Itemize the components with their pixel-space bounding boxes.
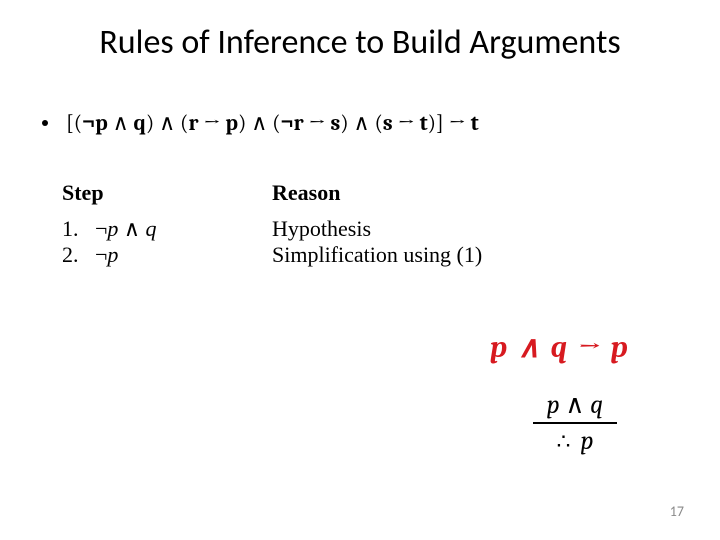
t2: t: [471, 110, 479, 136]
lbracket: [(: [66, 110, 82, 136]
neg2: ¬: [281, 110, 294, 136]
inference-conclusion: ∴ p: [500, 426, 650, 456]
red-arrow: →: [569, 330, 611, 365]
proof-header-row: Step Reason: [62, 180, 572, 216]
step-p: p: [107, 242, 118, 267]
reason-cell: Simplification using (1): [272, 242, 572, 268]
step-neg: ¬: [95, 216, 107, 241]
arrow1: →: [198, 110, 225, 136]
slide-title: Rules of Inference to Build Arguments: [0, 22, 720, 63]
reason-header: Reason: [272, 180, 572, 206]
inference-rule: p ∧ q ∴ p: [500, 390, 650, 456]
arrow3: →: [393, 110, 420, 136]
therefore-icon: ∴: [556, 429, 570, 455]
proof-table: Step Reason 1. ¬p ∧ q Hypothesis 2. ¬p S…: [62, 180, 572, 268]
inf-top-and: ∧: [560, 390, 590, 420]
red-p2: p: [611, 330, 630, 365]
proof-row: 1. ¬p ∧ q Hypothesis: [62, 216, 572, 242]
s2: s: [383, 110, 393, 136]
close4: )] →: [428, 110, 471, 136]
step-header: Step: [62, 180, 272, 206]
p1: p: [95, 110, 108, 136]
r1: r: [188, 110, 198, 136]
reason-cell: Hypothesis: [272, 216, 572, 242]
simplification-rule-red: p ∧ q → p: [440, 330, 680, 365]
close2: ) ∧ (: [238, 110, 281, 136]
r2: r: [294, 110, 304, 136]
s1: s: [331, 110, 341, 136]
slide: Rules of Inference to Build Arguments [(…: [0, 0, 720, 540]
step-cell: 1. ¬p ∧ q: [62, 216, 272, 242]
close3: ) ∧ (: [340, 110, 383, 136]
theorem-formula: [(¬p ∧ q) ∧ (r → p) ∧ (¬r → s) ∧ (s → t)…: [66, 110, 479, 136]
step-q: q: [146, 216, 157, 241]
inf-bot-p: p: [580, 426, 593, 456]
red-q: q: [550, 330, 569, 365]
q1: q: [134, 110, 146, 136]
step-cell: 2. ¬p: [62, 242, 272, 268]
inf-top-q: q: [590, 390, 603, 420]
bullet-icon: [42, 120, 48, 126]
inf-top-p: p: [547, 390, 560, 420]
p2: p: [225, 110, 238, 136]
page-number: 17: [670, 503, 684, 520]
step-and: ∧: [118, 216, 145, 241]
red-and: ∧: [509, 330, 550, 365]
step-p: p: [107, 216, 118, 241]
proof-row: 2. ¬p Simplification using (1): [62, 242, 572, 268]
and1: ∧: [108, 110, 134, 136]
theorem-bullet: [(¬p ∧ q) ∧ (r → p) ∧ (¬r → s) ∧ (s → t)…: [42, 110, 479, 136]
step-num: 2.: [62, 242, 79, 267]
step-neg: ¬: [95, 242, 107, 267]
inference-premise: p ∧ q: [533, 390, 618, 424]
step-num: 1.: [62, 216, 79, 241]
red-p: p: [490, 330, 509, 365]
neg1: ¬: [82, 110, 95, 136]
close1: ) ∧ (: [146, 110, 189, 136]
arrow2: →: [304, 110, 331, 136]
t1: t: [420, 110, 428, 136]
